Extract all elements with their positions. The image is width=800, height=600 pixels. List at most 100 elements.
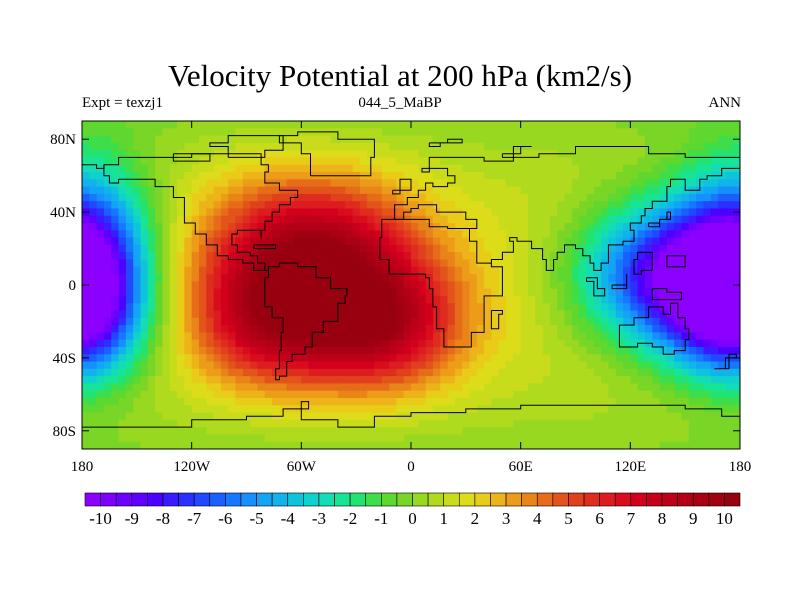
field-cell	[476, 368, 485, 377]
field-cell	[381, 252, 390, 261]
field-cell	[257, 121, 266, 129]
field-cell	[89, 215, 98, 224]
field-cell	[608, 303, 617, 312]
field-cell	[235, 193, 244, 202]
field-cell	[294, 412, 302, 421]
field-cell	[118, 339, 127, 348]
field-cell	[264, 186, 273, 195]
field-cell	[454, 201, 463, 210]
field-cell	[352, 317, 361, 326]
colorbar-box	[583, 492, 600, 507]
field-cell	[608, 230, 617, 239]
field-cell	[323, 361, 332, 370]
field-cell	[462, 434, 471, 443]
field-cell	[396, 295, 405, 304]
field-cell	[542, 128, 551, 137]
field-cell	[476, 121, 485, 129]
field-cell	[184, 274, 193, 282]
field-cell	[403, 339, 412, 348]
field-cell	[111, 281, 120, 290]
field-cell	[513, 310, 522, 319]
field-cell	[220, 281, 229, 290]
field-cell	[674, 179, 683, 188]
field-cell	[396, 230, 405, 239]
field-cell	[454, 164, 463, 173]
field-cell	[286, 383, 295, 392]
field-cell	[725, 295, 734, 304]
field-cell	[484, 317, 493, 326]
field-cell	[601, 361, 609, 370]
field-cell	[111, 361, 120, 370]
field-cell	[294, 310, 302, 319]
field-cell	[89, 288, 98, 297]
field-cell	[484, 332, 493, 341]
field-cell	[155, 172, 164, 180]
field-cell	[615, 135, 624, 144]
field-cell	[82, 368, 90, 377]
field-cell	[264, 208, 273, 217]
field-cell	[257, 310, 266, 319]
field-cell	[206, 354, 215, 363]
field-cell	[323, 419, 332, 428]
field-cell	[498, 135, 507, 144]
field-cell	[564, 419, 573, 428]
field-cell	[198, 179, 207, 188]
field-cell	[374, 354, 383, 363]
field-cell	[462, 368, 471, 377]
field-cell	[498, 317, 507, 326]
field-cell	[484, 427, 493, 436]
field-cell	[520, 339, 529, 348]
field-cell	[118, 346, 127, 355]
field-cell	[133, 310, 142, 319]
field-cell	[155, 150, 164, 159]
field-cell	[228, 274, 237, 282]
field-cell	[359, 252, 368, 261]
field-cell	[337, 368, 346, 377]
field-cell	[491, 288, 500, 297]
field-cell	[601, 354, 609, 363]
coastline	[392, 204, 478, 229]
field-cell	[520, 441, 529, 449]
field-cell	[242, 434, 251, 443]
field-cell	[315, 419, 324, 428]
field-cell	[125, 252, 134, 261]
field-cell	[506, 339, 514, 348]
field-cell	[103, 390, 112, 399]
field-cell	[147, 274, 156, 282]
field-cell	[294, 230, 302, 239]
field-cell	[498, 201, 507, 210]
field-cell	[411, 295, 419, 304]
field-cell	[593, 208, 602, 217]
field-cell	[177, 215, 185, 224]
field-cell	[535, 303, 544, 312]
field-cell	[703, 274, 712, 282]
field-cell	[279, 266, 288, 275]
field-cell	[425, 266, 434, 275]
field-cell	[250, 310, 259, 319]
field-cell	[374, 179, 383, 188]
field-cell	[623, 288, 631, 297]
field-cell	[732, 441, 740, 449]
field-cell	[476, 390, 485, 399]
field-cell	[608, 186, 617, 195]
field-cell	[381, 434, 390, 443]
field-cell	[374, 434, 383, 443]
field-cell	[352, 295, 361, 304]
field-cell	[637, 434, 646, 443]
field-cell	[425, 361, 434, 370]
field-cell	[103, 332, 112, 341]
field-cell	[345, 179, 354, 188]
field-cell	[125, 201, 134, 210]
field-cell	[593, 368, 602, 377]
field-cell	[155, 368, 164, 377]
field-cell	[191, 128, 200, 137]
field-cell	[411, 376, 419, 384]
field-cell	[462, 121, 471, 129]
field-cell	[593, 434, 602, 443]
field-cell	[469, 303, 478, 312]
field-cell	[177, 434, 185, 443]
field-cell	[82, 142, 90, 151]
field-cell	[301, 193, 310, 202]
field-cell	[89, 419, 98, 428]
field-cell	[535, 223, 544, 231]
